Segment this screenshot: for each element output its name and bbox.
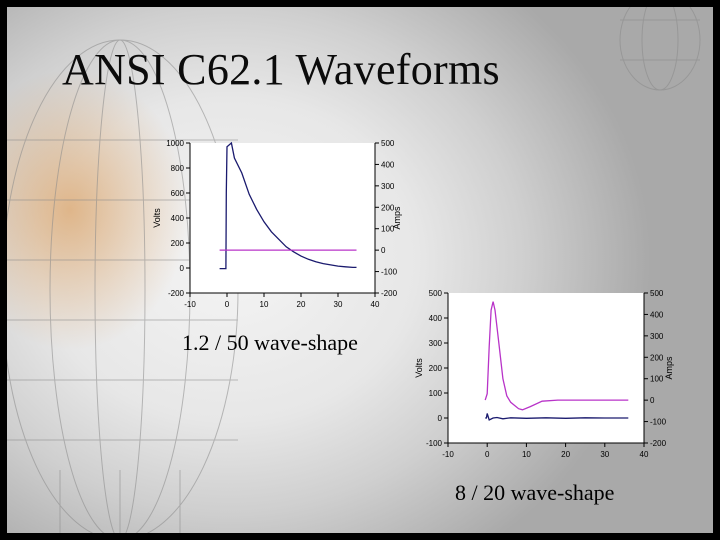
y-left-tick-label: 200 [171, 239, 185, 248]
x-tick-label: 20 [561, 450, 570, 459]
series-line-current [484, 301, 629, 411]
y-right-tick-label: -200 [650, 439, 667, 448]
y-right-tick-label: 200 [381, 203, 395, 212]
caption-1-2-50-wave-shape: 1.2 / 50 wave-shape [182, 330, 358, 355]
x-tick-label: 0 [485, 450, 490, 459]
y-right-tick-label: 0 [381, 246, 386, 255]
y-right-tick-label: 100 [650, 375, 664, 384]
x-tick-label: -10 [442, 450, 454, 459]
y-left-tick-label: 1000 [166, 139, 184, 148]
x-tick-label: 40 [371, 300, 380, 309]
chart-1-2-50-wave: -20002004006008001000-200-10001002003004… [152, 139, 402, 309]
series-line-voltage [219, 141, 357, 270]
y-left-tick-label: 500 [429, 289, 443, 298]
y-right-tick-label: 300 [650, 332, 664, 341]
caption-8-20-wave-shape: 8 / 20 wave-shape [455, 480, 615, 505]
plot-area [190, 143, 375, 293]
plot-area [448, 293, 644, 443]
y-right-tick-label: -100 [381, 268, 398, 277]
x-tick-label: 10 [260, 300, 269, 309]
x-tick-label: -10 [184, 300, 196, 309]
y-left-axis-title: Volts [152, 208, 162, 228]
y-left-tick-label: 100 [429, 389, 443, 398]
chart-8-20-wave: -1000100200300400500-200-100010020030040… [414, 289, 674, 459]
y-right-tick-label: 300 [381, 182, 395, 191]
y-right-tick-label: 500 [381, 139, 395, 148]
y-left-tick-label: 600 [171, 189, 185, 198]
y-right-tick-label: -100 [650, 418, 667, 427]
x-tick-label: 40 [640, 450, 649, 459]
y-right-tick-label: 500 [650, 289, 664, 298]
y-left-tick-label: 800 [171, 164, 185, 173]
x-tick-label: 20 [297, 300, 306, 309]
y-right-axis-title: Amps [392, 206, 402, 230]
y-right-tick-label: 400 [381, 160, 395, 169]
y-left-tick-label: -100 [426, 439, 443, 448]
y-left-tick-label: 400 [171, 214, 185, 223]
y-right-tick-label: -200 [381, 289, 398, 298]
y-right-tick-label: 400 [650, 310, 664, 319]
y-left-tick-label: 300 [429, 339, 443, 348]
x-tick-label: 0 [225, 300, 230, 309]
y-right-tick-label: 100 [381, 225, 395, 234]
y-right-tick-label: 200 [650, 353, 664, 362]
y-left-tick-label: -200 [168, 289, 185, 298]
y-left-tick-label: 0 [438, 414, 443, 423]
y-right-axis-title: Amps [664, 356, 674, 380]
y-left-tick-label: 0 [180, 264, 185, 273]
x-tick-label: 30 [600, 450, 609, 459]
slide-title: ANSI C62.1 Waveforms [62, 45, 500, 94]
x-tick-label: 30 [334, 300, 343, 309]
y-left-tick-label: 200 [429, 364, 443, 373]
x-tick-label: 10 [522, 450, 531, 459]
y-left-tick-label: 400 [429, 314, 443, 323]
y-right-tick-label: 0 [650, 396, 655, 405]
series-line-voltage [485, 413, 629, 421]
y-left-axis-title: Volts [414, 358, 424, 378]
